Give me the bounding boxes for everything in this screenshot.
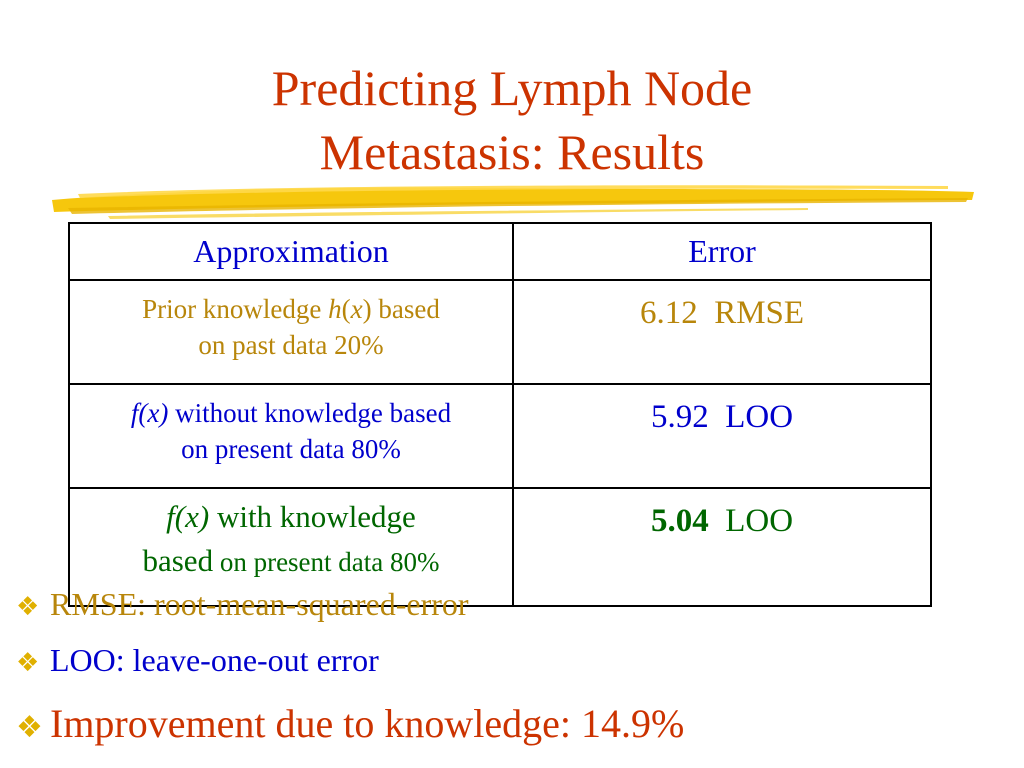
approx-cell: Prior knowledge h(x) based on past data … xyxy=(68,279,514,385)
table-row: f(x) without knowledge based on present … xyxy=(68,383,932,489)
list-item: ❖ Improvement due to knowledge: 14.9% xyxy=(16,698,1016,754)
approx-text: on past data 20% xyxy=(198,330,384,360)
slide-title: Predicting Lymph Node Metastasis: Result… xyxy=(0,56,1024,184)
list-item: ❖ RMSE: root-mean-squared-error xyxy=(16,582,1016,638)
approx-text: based xyxy=(371,294,440,324)
header-approximation: Approximation xyxy=(68,222,514,281)
list-item: ❖ LOO: leave-one-out error xyxy=(16,638,1016,698)
brush-underline-icon xyxy=(52,185,974,219)
approx-paren: ( xyxy=(341,294,351,324)
approx-fx: f(x) xyxy=(130,398,169,428)
diamond-bullet-icon: ❖ xyxy=(16,710,43,745)
diamond-bullet-icon: ❖ xyxy=(16,592,40,622)
table-row: f(x) with knowledge based on present dat… xyxy=(68,487,932,607)
approx-text: with knowledge xyxy=(209,499,416,534)
error-cell: 5.92 LOO xyxy=(512,383,932,489)
error-cell: 5.04 LOO xyxy=(512,487,932,607)
approx-x: x xyxy=(350,294,363,324)
bullet-text: Improvement due to knowledge: 14.9% xyxy=(50,701,685,746)
approx-text: on present data 80% xyxy=(213,547,440,577)
error-metric: LOO xyxy=(725,503,794,539)
title-line-1: Predicting Lymph Node xyxy=(271,60,753,116)
title-line-2: Metastasis: Results xyxy=(319,124,705,180)
error-metric: LOO xyxy=(725,399,794,435)
bullet-text: RMSE: root-mean-squared-error xyxy=(50,586,469,622)
approx-text: on present data 80% xyxy=(181,434,401,464)
error-value: 5.92 xyxy=(650,399,709,435)
error-value: 6.12 xyxy=(639,295,698,331)
approx-cell: f(x) with knowledge based on present dat… xyxy=(68,487,514,607)
diamond-bullet-icon: ❖ xyxy=(16,648,40,678)
results-table: Approximation Error Prior knowledge h(x)… xyxy=(68,222,932,607)
approx-text: without knowledge based xyxy=(168,398,452,428)
approx-fx: f(x) xyxy=(166,499,210,534)
table-row: Prior knowledge h(x) based on past data … xyxy=(68,279,932,385)
approx-h: h xyxy=(328,294,342,324)
error-metric: RMSE xyxy=(714,295,805,331)
table-header-row: Approximation Error xyxy=(68,222,932,281)
bullet-list: ❖ RMSE: root-mean-squared-error ❖ LOO: lea… xyxy=(16,582,1016,754)
error-cell: 6.12 RMSE xyxy=(512,279,932,385)
bullet-text: LOO: leave-one-out error xyxy=(50,642,379,678)
approx-text: based xyxy=(142,543,214,578)
approx-cell: f(x) without knowledge based on present … xyxy=(68,383,514,489)
error-value-best: 5.04 xyxy=(650,503,709,539)
approx-text: Prior knowledge xyxy=(142,294,329,324)
header-error: Error xyxy=(512,222,932,281)
approx-paren: ) xyxy=(362,294,372,324)
